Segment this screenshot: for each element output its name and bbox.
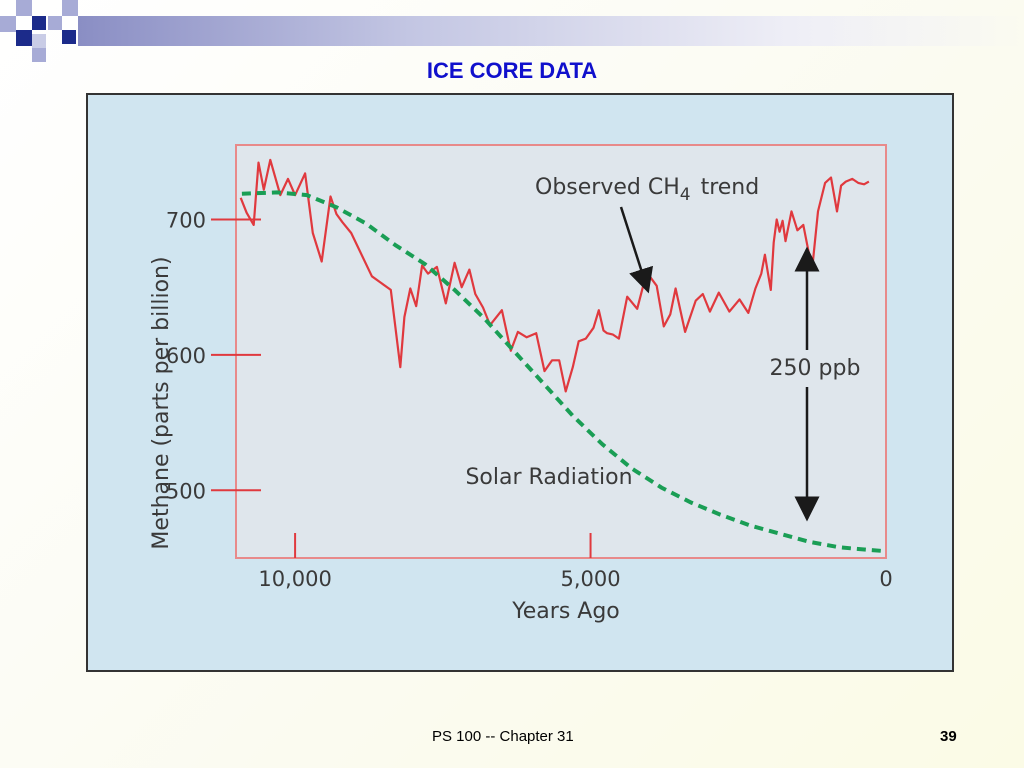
y-axis-label: Methane (parts per billion): [149, 256, 174, 549]
solar-radiation-line: [241, 190, 887, 554]
observed-trend-text-after: trend: [701, 175, 760, 200]
slide-corner-decoration: [0, 0, 120, 70]
x-axis-ticks: 10,000 5,000 0: [258, 533, 893, 591]
x-tick-label: 0: [879, 567, 892, 591]
observed-trend-subscript: 4: [680, 185, 691, 205]
slide-title: ICE CORE DATA: [426, 58, 598, 83]
chart-figure: 500 600 700 10,000 5,000 0 Methane (parts pe…: [86, 93, 954, 672]
y-axis-ticks: 500 600 700: [166, 208, 261, 503]
observed-trend-annotation: Observed CH4 trend: [535, 175, 759, 205]
series-layer: [239, 158, 887, 554]
x-tick-label: 5,000: [560, 567, 620, 591]
observed-trend-arrow: [619, 206, 654, 294]
y-tick-label: 500: [166, 479, 206, 503]
slide-header-band: [78, 16, 1024, 46]
methane-chart: 500 600 700 10,000 5,000 0 Methane (parts pe…: [149, 144, 893, 624]
x-axis-label: Years Ago: [511, 599, 620, 624]
y-tick-label: 600: [166, 344, 206, 368]
methane-observed-line: [239, 158, 870, 393]
x-tick-label: 10,000: [258, 567, 331, 591]
y-tick-label: 700: [166, 208, 206, 232]
solar-radiation-label: Solar Radiation: [465, 465, 632, 490]
slide-footer: PS 100 -- Chapter 31: [432, 728, 574, 745]
observed-trend-text: Observed CH: [535, 175, 680, 200]
slide-page-number: 39: [940, 728, 957, 745]
250-ppb-label: 250 ppb: [770, 356, 861, 381]
